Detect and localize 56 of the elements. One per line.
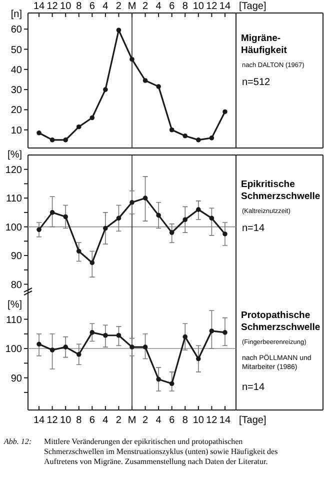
x-tick-label: 14 [219, 1, 231, 12]
text: n=512 [242, 77, 271, 88]
x-tick-label: 12 [46, 1, 58, 12]
x-tick-label: 10 [192, 415, 204, 426]
y-axis-title: [%] [8, 299, 22, 310]
x-axis-title: [Tage] [239, 1, 266, 12]
x-tick-label: 12 [206, 415, 218, 426]
text: Epikritische Schmerzschwelle [241, 179, 320, 202]
x-tick-label: 6 [89, 1, 96, 12]
x-tick-label: 2 [116, 415, 122, 426]
y-axis-title: [n] [10, 9, 22, 20]
x-tick-label: 8 [76, 1, 82, 12]
text: Protopathische Schmerzschwelle [241, 310, 320, 333]
x-tick-label: 6 [169, 1, 176, 12]
y-tick-label: 60 [10, 24, 22, 36]
y-tick-label: 100 [5, 222, 22, 234]
x-tick-label: 14 [33, 415, 46, 426]
y-tick-label: 40 [10, 64, 22, 76]
x-tick-label: 8 [76, 415, 82, 426]
x-tick-label: 8 [182, 1, 188, 12]
text: Abb. 12: Mittlere Veränderungen der epikritischen und protopathischen Schmerzschwellen im Menstruationszyklus (unten) sowie Häufigkeit des Auftretens von Migräne. Zusammenstellung nach Daten der Literatur. [4, 437, 278, 466]
x-axis-title: [Tage] [239, 415, 266, 426]
x-tick-label: 10 [60, 415, 72, 426]
y-axis-title: [%] [8, 149, 22, 160]
y-tick-label: 10 [10, 125, 22, 136]
x-tick-label: 4 [102, 1, 109, 12]
y-tick-label: 50 [10, 44, 22, 56]
x-tick-label: 14 [219, 415, 231, 426]
y-tick-label: 30 [10, 85, 22, 96]
x-tick-label: 2 [142, 1, 148, 12]
x-tick-label: 14 [33, 1, 46, 12]
y-tick-label: 20 [10, 105, 22, 116]
x-tick-label: 6 [169, 415, 176, 426]
y-tick-label: 90 [10, 373, 22, 384]
x-tick-label: 12 [46, 415, 58, 426]
x-tick-label: 4 [156, 415, 162, 426]
y-tick-label: 80 [10, 280, 22, 291]
x-tick-label: 10 [192, 1, 204, 12]
y-tick-label: 90 [10, 251, 22, 262]
x-tick-label: 6 [89, 415, 96, 426]
y-tick-label: 110 [6, 314, 22, 326]
text: n=14 [242, 382, 265, 393]
x-tick-label: 8 [182, 415, 188, 426]
x-tick-label: 2 [142, 415, 148, 426]
x-tick-label: 2 [116, 1, 122, 12]
x-tick-label: M [128, 415, 136, 426]
x-tick-label: M [128, 1, 136, 12]
text: n=14 [242, 223, 265, 234]
x-tick-label: 4 [102, 415, 109, 426]
y-tick-label: 100 [5, 344, 22, 356]
x-tick-label: 12 [206, 1, 218, 12]
y-tick-label: 110 [6, 194, 22, 205]
y-tick-label: 120 [5, 164, 22, 176]
text: Migräne-Häufigkeit [241, 33, 288, 56]
x-tick-label: 10 [60, 1, 72, 12]
x-tick-label: 4 [156, 1, 162, 12]
